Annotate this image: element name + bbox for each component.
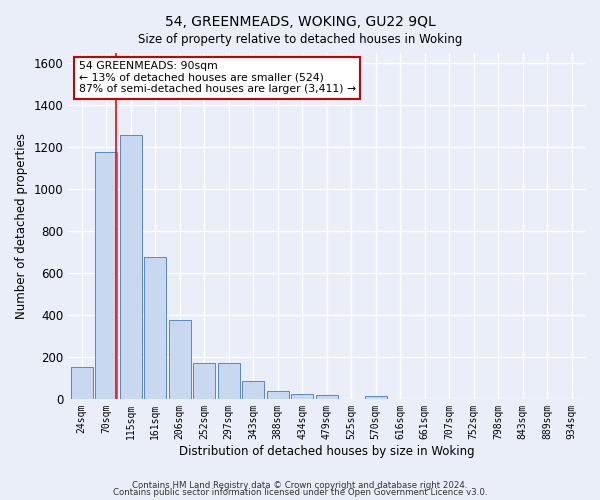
Bar (169, 320, 191, 399)
Bar (95, 152, 117, 399)
Bar (119, 136, 142, 399)
Bar (365, 396, 386, 399)
Bar (316, 394, 338, 399)
Bar (291, 394, 313, 399)
Text: 54 GREENMEADS: 90sqm
← 13% of detached houses are smaller (524)
87% of semi-deta: 54 GREENMEADS: 90sqm ← 13% of detached h… (79, 61, 356, 94)
Bar (144, 257, 166, 399)
Bar (71, 368, 92, 399)
Text: 54, GREENMEADS, WOKING, GU22 9QL: 54, GREENMEADS, WOKING, GU22 9QL (164, 15, 436, 29)
Text: Contains public sector information licensed under the Open Government Licence v3: Contains public sector information licen… (113, 488, 487, 497)
Bar (242, 381, 264, 399)
Text: Size of property relative to detached houses in Woking: Size of property relative to detached ho… (138, 32, 462, 46)
X-axis label: Distribution of detached houses by size in Woking: Distribution of detached houses by size … (179, 444, 475, 458)
Bar (218, 363, 239, 399)
Bar (193, 363, 215, 399)
Text: Contains HM Land Registry data © Crown copyright and database right 2024.: Contains HM Land Registry data © Crown c… (132, 480, 468, 490)
Bar (266, 392, 289, 399)
Y-axis label: Number of detached properties: Number of detached properties (15, 132, 28, 318)
